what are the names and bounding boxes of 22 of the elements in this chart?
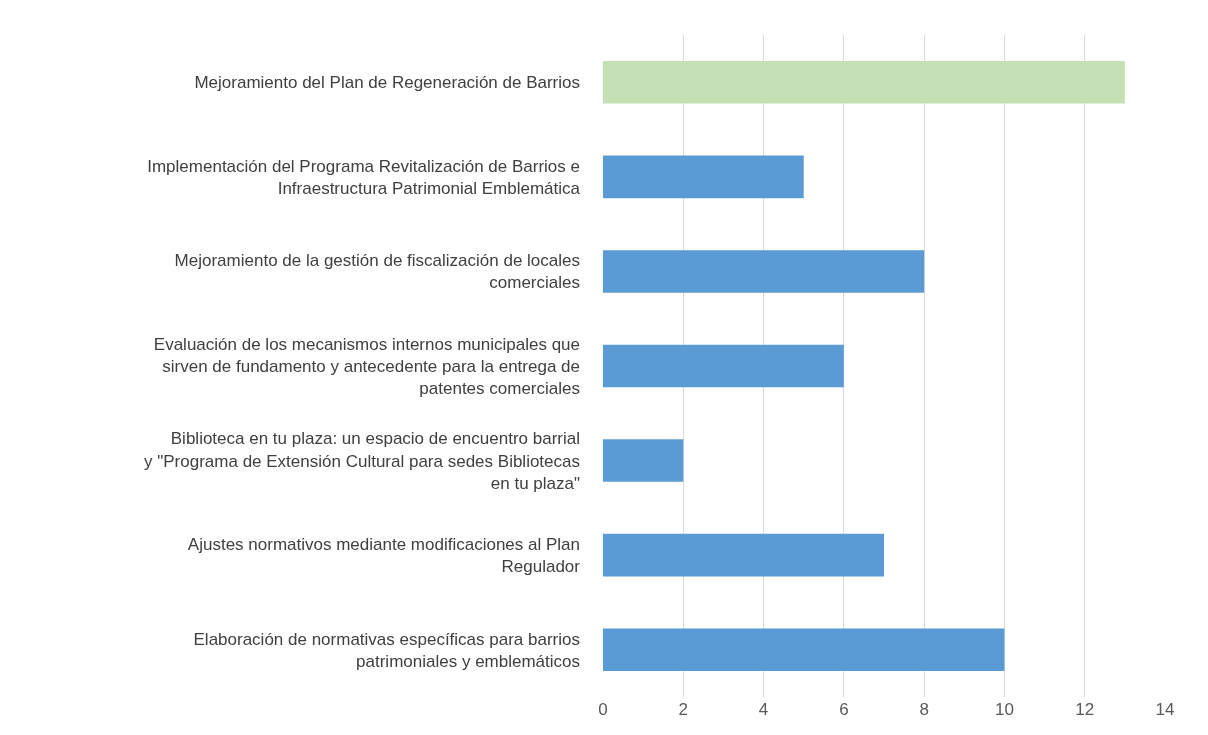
- x-tick-label: 4: [758, 700, 769, 719]
- y-tick-label: Implementación del Programa Revitalización de Barrios e Infraestructura Patrimonial Emblemática: [147, 156, 581, 198]
- y-tick-label: Ajustes normativos mediante modificaciones al Plan Regulador: [187, 535, 581, 577]
- bar: [603, 628, 1005, 671]
- bar: [603, 61, 1125, 104]
- x-tick-label: 8: [919, 700, 929, 719]
- bar: [603, 533, 884, 577]
- bar: [603, 155, 804, 199]
- bar: [603, 250, 925, 293]
- y-tick-label: Mejoramiento de la gestión de fiscalización de locales comerciales: [174, 251, 580, 293]
- y-tick-label: Mejoramiento del Plan de Regeneración de Barrios: [194, 73, 580, 93]
- x-tick-label: 12: [1075, 700, 1095, 719]
- x-tick-label: 6: [839, 700, 849, 719]
- y-tick-label: Evaluación de los mecanismos internos municipales que sirven de fundamento y antecedente para la entrega de patentes comerciales: [153, 334, 580, 399]
- x-tick-label: 14: [1155, 700, 1175, 719]
- y-tick-label: Biblioteca en tu plaza: un espacio de encuentro barrial y "Programa de Extensión Cultural para sedes Bibliotecas en tu plaza": [144, 429, 580, 493]
- bar: [603, 439, 684, 482]
- x-tick-label: 10: [994, 700, 1014, 719]
- bar: [603, 344, 844, 388]
- y-tick-label: Elaboración de normativas específicas para barrios patrimoniales y emblemáticos: [193, 629, 580, 671]
- x-tick-label: 2: [678, 700, 689, 719]
- x-tick-label: 0: [598, 700, 608, 719]
